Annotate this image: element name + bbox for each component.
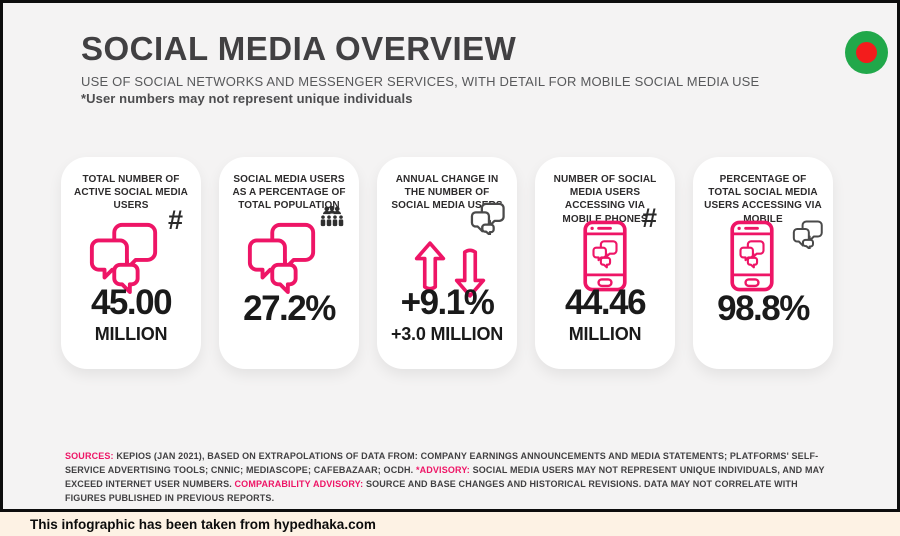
infographic-board: SOCIAL MEDIA OVERVIEW USE OF SOCIAL NETW… [0, 0, 900, 512]
card-title: SOCIAL MEDIA USERS AS A PERCENTAGE OF TO… [232, 174, 346, 212]
stat-unit: +3.0 MILLION [390, 324, 504, 344]
stat-card-active-users: TOTAL NUMBER OF ACTIVE SOCIAL MEDIA USER… [61, 157, 201, 369]
chat-bubbles-small-icon [469, 201, 507, 235]
stat-value: 44.46 [564, 283, 647, 322]
stat-value: 27.2% [243, 289, 336, 328]
credit-text: This infographic has been taken from hyp… [30, 516, 376, 532]
mobile-phone-icon [729, 219, 775, 293]
stat-value: 98.8% [717, 289, 810, 328]
page-title: SOCIAL MEDIA OVERVIEW [81, 30, 517, 67]
credit-strip: This infographic has been taken from hyp… [0, 512, 900, 536]
stat-card-percent-mobile: PERCENTAGE OF TOTAL SOCIAL MEDIA USERS A… [693, 157, 833, 369]
sources-label: SOURCES: [65, 451, 114, 461]
stat-card-annual-change: ANNUAL CHANGE IN THE NUMBER OF SOCIAL ME… [377, 157, 517, 369]
card-title: ANNUAL CHANGE IN THE NUMBER OF SOCIAL ME… [391, 174, 503, 212]
mobile-phone-icon [582, 219, 628, 293]
stat-value: 45.00 [90, 283, 173, 322]
card-title: TOTAL NUMBER OF ACTIVE SOCIAL MEDIA USER… [74, 174, 188, 212]
stat-card-mobile-users: NUMBER OF SOCIAL MEDIA USERS ACCESSING V… [535, 157, 675, 369]
stat-unit: MILLION [94, 324, 168, 344]
advisory-label: *ADVISORY: [415, 464, 470, 475]
chat-bubbles-icon [245, 219, 319, 294]
chat-bubbles-small-icon [791, 219, 825, 249]
stat-unit: MILLION [568, 324, 642, 344]
card-title: PERCENTAGE OF TOTAL SOCIAL MEDIA USERS A… [704, 174, 822, 225]
sources-footnote: SOURCES: KEPIOS (JAN 2021), BASED ON EXT… [65, 451, 825, 503]
card-title: NUMBER OF SOCIAL MEDIA USERS ACCESSING V… [553, 174, 657, 225]
comparability-advisory-label: COMPARABILITY ADVISORY: [234, 478, 364, 489]
stat-cards-row: TOTAL NUMBER OF ACTIVE SOCIAL MEDIA USER… [61, 157, 833, 369]
arrow-up-icon [413, 233, 447, 297]
user-numbers-note: *User numbers may not represent unique i… [81, 91, 413, 107]
bangladesh-flag-icon [845, 31, 888, 74]
page-subtitle: USE OF SOCIAL NETWORKS AND MESSENGER SER… [81, 74, 760, 90]
stat-card-percent-population: SOCIAL MEDIA USERS AS A PERCENTAGE OF TO… [219, 157, 359, 369]
people-group-icon [317, 205, 347, 227]
chat-bubbles-icon [87, 219, 161, 294]
hash-icon: # [167, 205, 183, 235]
flag-red-circle [856, 42, 877, 63]
stat-value: +9.1% [400, 283, 495, 322]
arrow-down-icon [453, 245, 487, 303]
header: SOCIAL MEDIA OVERVIEW USE OF SOCIAL NETW… [81, 30, 841, 107]
hash-icon: # [641, 203, 657, 233]
